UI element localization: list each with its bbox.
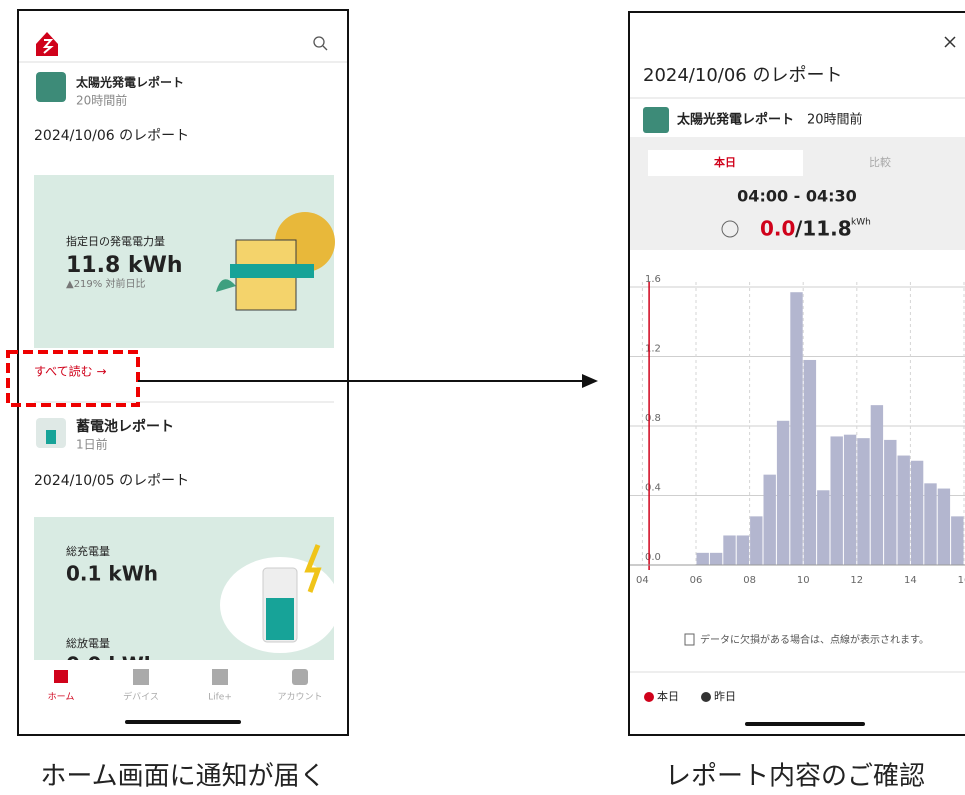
caption: レポート内容のご確認	[665, 762, 925, 792]
y-tick-label: 0.4	[645, 483, 661, 494]
y-tick-label: 1.2	[645, 344, 661, 355]
x-tick-label: 12	[850, 575, 863, 586]
bar	[951, 516, 963, 565]
discharge-label: 総放電量	[66, 636, 110, 650]
caption: ホーム画面に通知が届く	[40, 762, 325, 792]
bar	[857, 438, 869, 565]
bar	[723, 535, 735, 565]
bar	[697, 553, 709, 565]
nav-item[interactable]: デバイス	[123, 691, 159, 703]
report-date: 2024/10/06 のレポート	[34, 128, 189, 144]
bar	[911, 461, 923, 565]
report-time: 20時間前	[807, 112, 863, 128]
legend-item: 昨日	[714, 690, 736, 703]
bar	[884, 440, 896, 565]
legend-item: 本日	[657, 689, 679, 703]
read-all-link[interactable]: すべて読む →	[34, 364, 107, 379]
metric-label: 指定日の発電電力量	[66, 234, 165, 248]
x-tick-label: 14	[904, 575, 917, 586]
report-title[interactable]: 太陽光発電レポート	[76, 75, 184, 90]
x-tick-label: 10	[797, 575, 810, 586]
bar	[750, 516, 762, 565]
report-time: 20時間前	[76, 93, 127, 108]
current-value: 0.0	[760, 217, 795, 241]
bar	[737, 535, 749, 565]
nav-item[interactable]: ホーム	[48, 692, 75, 703]
report-icon	[36, 72, 66, 102]
bar	[817, 490, 829, 565]
bar	[924, 483, 936, 565]
composite: 太陽光発電レポート 20時間前 2024/10/06 のレポート 指定日の発電電…	[0, 0, 965, 795]
x-tick-label: 06	[690, 575, 703, 586]
bar	[764, 475, 776, 565]
note: データに欠損がある場合は、点線が表示されます。	[700, 633, 929, 646]
report-title: 太陽光発電レポート	[676, 112, 794, 128]
bar	[844, 435, 856, 565]
y-tick-label: 0.0	[645, 552, 661, 563]
total-value: /11.8	[795, 217, 852, 241]
bar	[790, 292, 802, 565]
bar	[710, 553, 722, 565]
bar	[898, 456, 910, 565]
time-range: 04:00 - 04:30	[737, 187, 857, 206]
screen-title: 2024/10/06 のレポート	[643, 65, 842, 86]
y-tick-label: 0.8	[645, 413, 661, 424]
x-tick-label: 08	[743, 575, 756, 586]
charge-label: 総充電量	[66, 544, 110, 558]
page: 太陽光発電レポート 20時間前 2024/10/06 のレポート 指定日の発電電…	[0, 0, 965, 795]
nav-item[interactable]: アカウント	[277, 692, 322, 703]
bar	[831, 436, 843, 565]
bar	[777, 421, 789, 565]
metric-change: ▲219% 対前日比	[66, 277, 145, 290]
report-time: 1日前	[76, 437, 108, 452]
metric-value: 11.8 kWh	[66, 253, 183, 278]
x-tick-label: 04	[636, 575, 649, 586]
bar	[871, 405, 883, 565]
report-date: 2024/10/05 のレポート	[34, 473, 189, 489]
unit: kWh	[851, 218, 871, 228]
home-screen: 太陽光発電レポート 20時間前 2024/10/06 のレポート 指定日の発電電…	[19, 11, 347, 734]
bar	[938, 489, 950, 565]
tab-label[interactable]: 比較	[869, 155, 891, 169]
tab-label[interactable]: 本日	[714, 155, 736, 169]
nav-item[interactable]: Life+	[208, 693, 232, 703]
report-screen: 2024/10/06 のレポート 太陽光発電レポート 20時間前 本日 比較 0…	[629, 13, 965, 734]
report-title[interactable]: 蓄電池レポート	[76, 418, 174, 435]
bar	[804, 360, 816, 565]
y-tick-label: 1.6	[645, 274, 661, 285]
charge-value: 0.1 kWh	[66, 562, 158, 586]
x-tick-label: 16	[958, 575, 965, 586]
